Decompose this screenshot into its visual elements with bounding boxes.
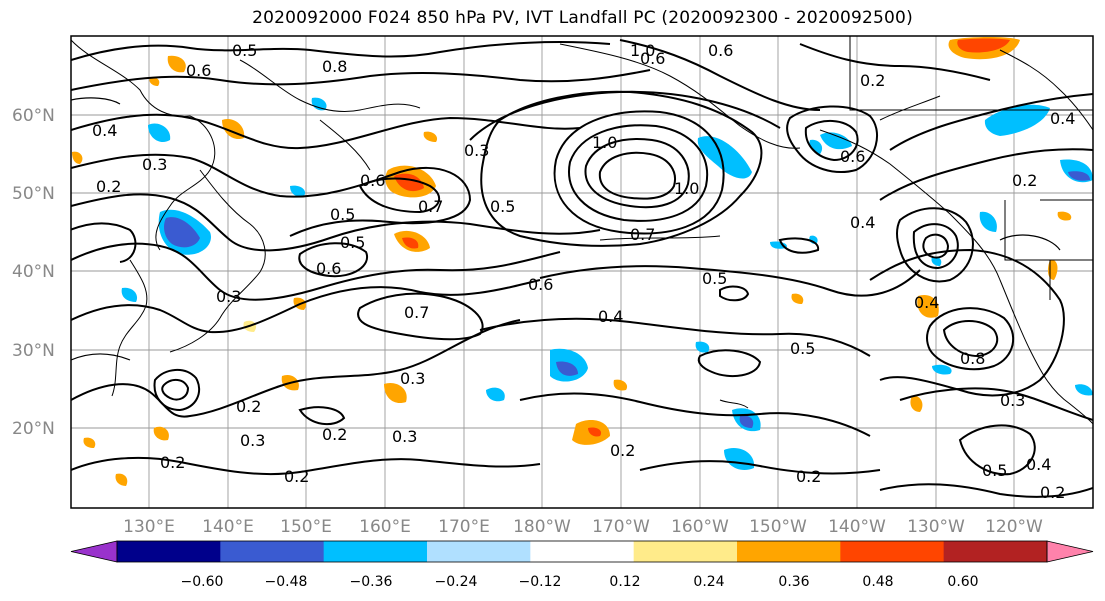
latitude-labels: 60°N 50°N 40°N 30°N 20°N — [12, 106, 55, 439]
colorbar-tick-label: 0.12 — [609, 574, 640, 590]
lon-label: 130°E — [123, 517, 175, 537]
longitude-labels: 130°E 140°E 150°E 160°E 170°E 180°W 170°… — [123, 517, 1043, 537]
contour-label: 0.4 — [1050, 109, 1075, 128]
contour-label: 0.5 — [490, 197, 515, 216]
contour-label: 0.2 — [796, 467, 821, 486]
colorbar-segment — [530, 541, 635, 562]
contour-label: 0.2 — [284, 467, 309, 486]
colorbar-tick-label: −0.48 — [265, 574, 308, 590]
contour-label: 0.4 — [1026, 455, 1051, 474]
contour-label: 0.8 — [322, 57, 347, 76]
colorbar-tick-labels: −0.60 −0.48 −0.36 −0.24 −0.12 0.12 0.24 … — [181, 574, 979, 590]
contour-label: 0.2 — [236, 397, 261, 416]
contour-label: 0.6 — [840, 147, 865, 166]
lon-label: 140°E — [202, 517, 254, 537]
contour-label: 0.3 — [400, 369, 425, 388]
lat-label-20n: 20°N — [12, 419, 55, 439]
contour-label: 0.7 — [404, 303, 429, 322]
contour-label: 0.3 — [240, 431, 265, 450]
map-title: 2020092000 F024 850 hPa PV, IVT Landfall… — [252, 8, 913, 28]
colorbar-extend-low — [70, 540, 118, 563]
colorbar-segment — [633, 541, 738, 562]
contour-label: 0.7 — [418, 197, 443, 216]
lon-label: 150°E — [280, 517, 332, 537]
contour-label: 0.6 — [708, 41, 733, 60]
contour-label: 0.3 — [1000, 391, 1025, 410]
contour-label: 0.5 — [232, 41, 257, 60]
contour-label: 0.2 — [322, 425, 347, 444]
contour-label: 0.2 — [1012, 171, 1037, 190]
lon-label: 160°W — [671, 517, 729, 537]
lat-label-40n: 40°N — [12, 262, 55, 282]
pv-contours — [71, 39, 1093, 498]
colorbar-segment — [220, 541, 325, 562]
contour-label: 0.6 — [316, 259, 341, 278]
contour-label: 0.8 — [960, 349, 985, 368]
contour-label: 0.6 — [640, 49, 665, 68]
contour-label: 0.2 — [860, 71, 885, 90]
pv-contours-thin — [71, 97, 1061, 361]
colorbar-segment — [117, 541, 221, 562]
colorbar-segment — [943, 541, 1048, 562]
contour-label: 1.0 — [592, 133, 617, 152]
lon-label: 140°W — [828, 517, 886, 537]
lat-label-30n: 30°N — [12, 341, 55, 361]
contour-label: 0.7 — [630, 225, 655, 244]
lat-label-60n: 60°N — [12, 106, 55, 126]
contour-label: 1.0 — [674, 179, 699, 198]
contour-label: 0.4 — [850, 213, 875, 232]
colorbar-tick-label: 0.24 — [693, 574, 724, 590]
colorbar-tick-label: 0.36 — [778, 574, 809, 590]
colorbar-segment — [737, 541, 841, 562]
contour-label: 0.4 — [914, 293, 939, 312]
contour-label: 0.3 — [216, 287, 241, 306]
contour-label: 0.6 — [360, 171, 385, 190]
contour-label: 0.3 — [392, 427, 417, 446]
contour-label: 0.2 — [96, 177, 121, 196]
lon-label: 180°W — [513, 517, 571, 537]
contour-label: 0.2 — [610, 441, 635, 460]
contour-label: 0.5 — [330, 205, 355, 224]
lon-label: 170°W — [592, 517, 650, 537]
contour-label-group: 0.5 0.6 0.4 0.3 0.2 0.6 0.7 0.5 0.5 0.6 … — [92, 41, 1075, 502]
contour-label: 0.5 — [982, 461, 1007, 480]
colorbar-segment — [427, 541, 531, 562]
colorbar-segment — [840, 541, 945, 562]
map-frame — [70, 35, 1094, 509]
lon-label: 170°E — [438, 517, 490, 537]
lon-label: 160°E — [359, 517, 411, 537]
colorbar-frame — [116, 540, 1048, 563]
gridlines — [71, 36, 1093, 508]
colorbar-tick-label: 0.48 — [862, 574, 893, 590]
colorbar-tick-label: 0.60 — [947, 574, 978, 590]
colorbar-segment — [323, 541, 428, 562]
contour-label: 0.4 — [92, 121, 117, 140]
colorbar-extend-high — [1046, 540, 1094, 563]
lat-label-50n: 50°N — [12, 184, 55, 204]
colorbar-tick-label: −0.24 — [435, 574, 478, 590]
contour-label: 0.3 — [464, 141, 489, 160]
coastlines — [71, 36, 1093, 425]
contour-label: 0.5 — [790, 339, 815, 358]
colorbar-tick-label: −0.60 — [181, 574, 224, 590]
contour-label: 0.4 — [598, 307, 623, 326]
lon-label: 150°W — [749, 517, 807, 537]
pv-filled-regions — [72, 37, 1093, 486]
colorbar-tick-label: −0.36 — [350, 574, 393, 590]
lon-label: 120°W — [985, 517, 1043, 537]
contour-label: 0.2 — [1040, 483, 1065, 502]
colorbar — [70, 540, 1094, 563]
contour-label: 0.5 — [340, 233, 365, 252]
contour-label: 0.6 — [528, 275, 553, 294]
contour-label: 0.2 — [160, 453, 185, 472]
contour-label: 1.0 — [630, 41, 655, 60]
contour-label: 0.3 — [142, 155, 167, 174]
colorbar-tick-label: −0.12 — [519, 574, 562, 590]
contour-label: 0.5 — [702, 269, 727, 288]
lon-label: 130°W — [907, 517, 965, 537]
contour-label: 0.6 — [186, 61, 211, 80]
